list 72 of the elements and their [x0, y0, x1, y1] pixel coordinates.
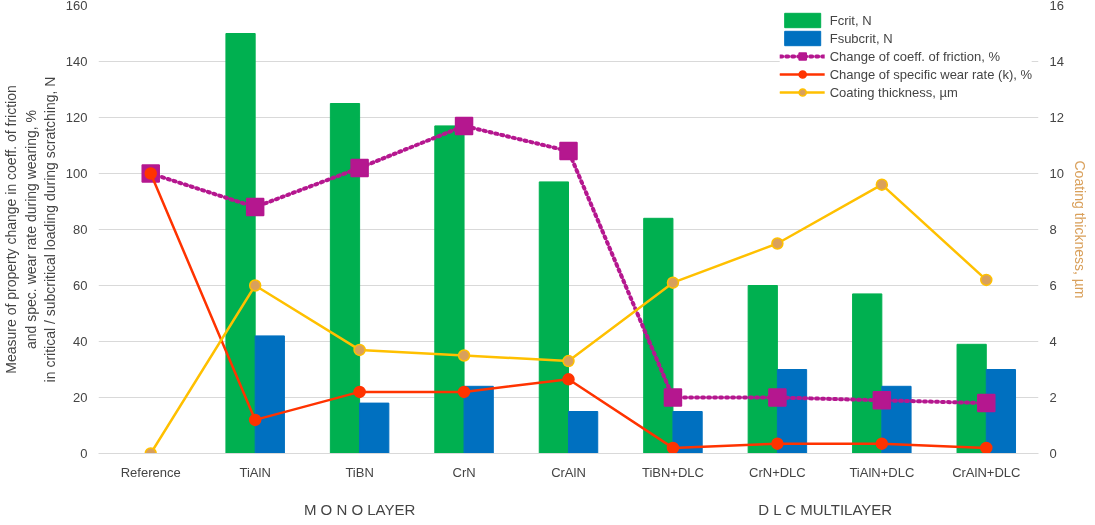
- point: [353, 385, 366, 399]
- bar: [463, 385, 494, 454]
- bar: [359, 402, 390, 454]
- y-tick-label: 60: [73, 278, 88, 293]
- point: [562, 354, 575, 368]
- y-tick-label: 40: [73, 334, 88, 349]
- point: [875, 437, 889, 450]
- bar: [434, 125, 465, 454]
- y2-tick-label: 16: [1049, 0, 1064, 13]
- y2-axis-title: Coating thickness, µm: [1071, 160, 1088, 299]
- x-tick-label: TiAlN: [239, 464, 271, 480]
- bar: [254, 335, 285, 454]
- point: [980, 273, 993, 287]
- legend-label: Coating thickness, µm: [829, 83, 958, 101]
- y2-tick-label: 14: [1049, 54, 1064, 69]
- text: M O N O LAYER: [303, 500, 416, 518]
- x-tick-label: TiBN+DLC: [641, 464, 704, 480]
- point: [248, 413, 262, 427]
- point: [454, 116, 474, 136]
- point: [666, 441, 680, 454]
- bar: [225, 33, 256, 454]
- x-tick-label: CrN+DLC: [749, 464, 806, 480]
- point: [872, 391, 892, 410]
- y-tick-label: 160: [65, 0, 88, 13]
- y2-tick-label: 2: [1049, 390, 1057, 405]
- point: [350, 158, 369, 178]
- point: [875, 178, 889, 191]
- point: [768, 388, 787, 407]
- x-tick-label: CrN: [452, 464, 476, 480]
- point: [977, 393, 996, 413]
- point: [248, 279, 262, 292]
- legend-label: Change of specific wear rate (k), %: [829, 65, 1032, 83]
- legend-label: Fsubcrit, N: [829, 29, 893, 47]
- x-tick-label: Reference: [120, 464, 181, 480]
- y-tick-label: 0: [80, 446, 88, 461]
- y2-tick-label: 6: [1049, 278, 1057, 293]
- point: [559, 141, 578, 161]
- x-tick-label: CrAlN+DLC: [952, 464, 1021, 480]
- legend-label: Fcrit, N: [829, 11, 872, 29]
- point: [562, 373, 575, 386]
- y-tick-label: 120: [65, 110, 88, 125]
- y2-tick-label: 12: [1049, 110, 1064, 125]
- y-axis-title: Measure of property change in coeff. of friction and spec. wear rate during wearing, % in critical / subcritical loading during scratching, N: [3, 76, 58, 383]
- bar: [568, 411, 599, 454]
- bar: [852, 293, 883, 454]
- point: [980, 441, 993, 454]
- legend-label: Change of coeff. of friction, %: [829, 47, 1000, 65]
- point: [245, 197, 265, 217]
- point: [771, 237, 784, 250]
- point: [457, 349, 471, 362]
- y2-tick-label: 0: [1049, 446, 1057, 461]
- point: [666, 276, 680, 289]
- x-tick-label: CrAlN: [551, 464, 586, 480]
- point: [457, 385, 471, 399]
- bar: [329, 103, 361, 454]
- y-tick-label: 140: [65, 54, 88, 69]
- point: [771, 437, 784, 450]
- bar: [672, 411, 703, 454]
- point: [353, 343, 366, 357]
- x-tick-label: TiAlN+DLC: [849, 464, 915, 480]
- y-tick-label: 20: [73, 390, 88, 405]
- y2-tick-label: 10: [1049, 166, 1064, 181]
- bar: [538, 181, 569, 454]
- y-tick-label: 80: [73, 222, 88, 237]
- x-tick-label: TiBN: [345, 464, 374, 480]
- y2-tick-label: 4: [1049, 334, 1057, 349]
- bar: [747, 285, 778, 454]
- point: [663, 388, 683, 407]
- bar: [643, 217, 674, 454]
- y2-tick-label: 8: [1049, 222, 1057, 237]
- text: D L C MULTILAYER: [758, 500, 893, 518]
- y-tick-label: 100: [65, 166, 88, 181]
